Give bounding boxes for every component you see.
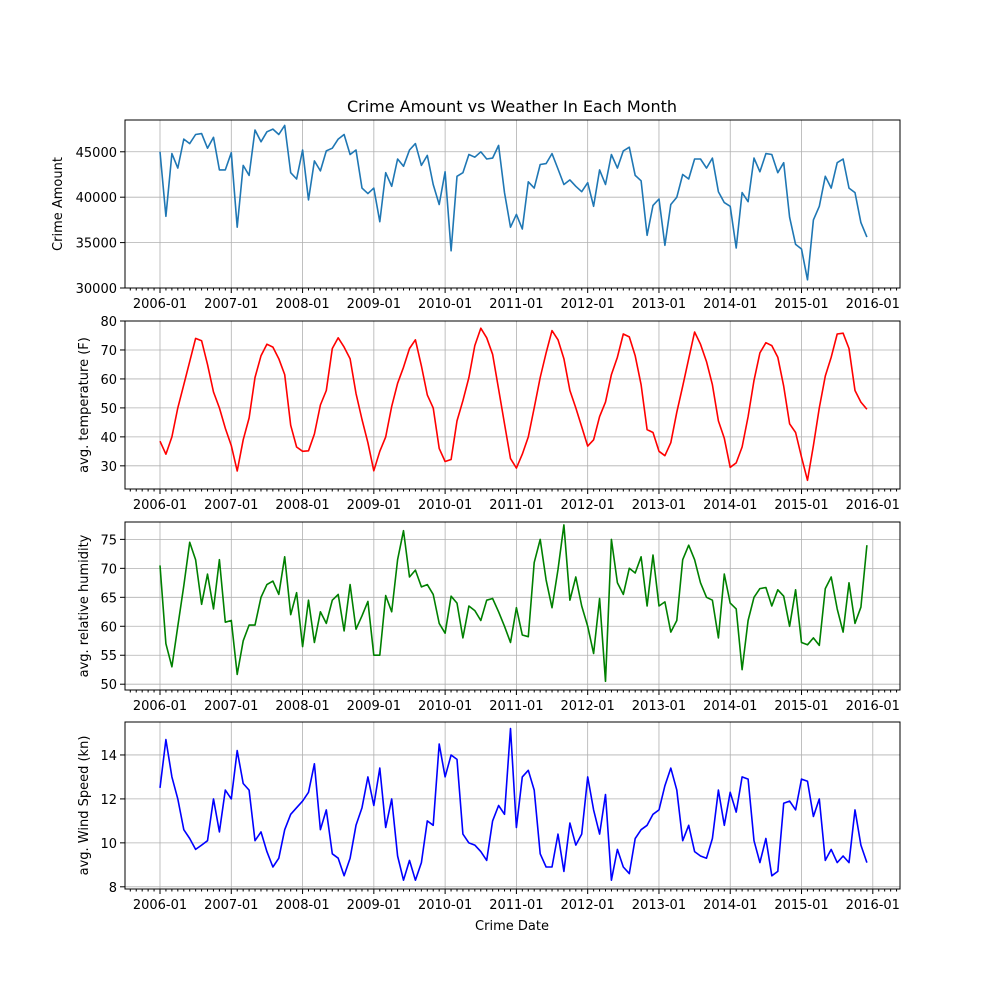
x-tick-label: 2015-01 — [774, 297, 828, 312]
x-tick-label: 2011-01 — [489, 699, 543, 714]
x-tick-label: 2009-01 — [347, 297, 401, 312]
y-tick-label: 50 — [100, 678, 117, 693]
x-tick-label: 2013-01 — [632, 498, 686, 513]
subplot-3: 2006-01 2007-01 2008-01 2009-01 2010-01 2011-… — [77, 521, 901, 714]
y-tick-label: 45000 — [76, 146, 117, 161]
x-tick-label: 2014-01 — [703, 898, 757, 913]
x-tick-label: 2011-01 — [489, 898, 543, 913]
x-tick-label: 2013-01 — [632, 297, 686, 312]
x-tick-label: 2014-01 — [703, 699, 757, 714]
y-tick-label: 40000 — [76, 191, 117, 206]
x-tick-label: 2007-01 — [204, 898, 258, 913]
x-tick-label: 2012-01 — [561, 297, 615, 312]
y-axis-label: avg. Wind Speed (kn) — [77, 736, 92, 876]
x-tick-label: 2015-01 — [774, 898, 828, 913]
figure-title: Crime Amount vs Weather In Each Month — [347, 97, 677, 116]
x-tick-label: 2006-01 — [133, 498, 187, 513]
series-line — [159, 124, 868, 281]
x-tick-label: 2009-01 — [347, 498, 401, 513]
x-tick-label: 2007-01 — [204, 699, 258, 714]
x-tick-label: 2006-01 — [133, 297, 187, 312]
y-tick-label: 14 — [100, 749, 117, 764]
x-tick-label: 2007-01 — [204, 498, 258, 513]
y-tick-label: 55 — [100, 649, 117, 664]
x-tick-label: 2011-01 — [489, 297, 543, 312]
y-tick-label: 8 — [109, 881, 117, 896]
x-tick-label: 2007-01 — [204, 297, 258, 312]
x-tick-label: 2010-01 — [418, 898, 472, 913]
series-line — [159, 327, 868, 482]
x-tick-label: 2012-01 — [561, 898, 615, 913]
x-tick-label: 2006-01 — [133, 699, 187, 714]
y-tick-label: 30 — [100, 460, 117, 475]
y-axis-label: avg. temperature (F) — [77, 337, 92, 473]
x-tick-label: 2015-01 — [774, 699, 828, 714]
x-tick-label: 2015-01 — [774, 498, 828, 513]
x-tick-label: 2012-01 — [561, 699, 615, 714]
y-axis-label: avg. relative humidity — [77, 534, 92, 677]
x-tick-label: 2014-01 — [703, 498, 757, 513]
series-line — [159, 727, 868, 882]
x-tick-label: 2010-01 — [418, 297, 472, 312]
series-line — [159, 524, 868, 683]
plot-frame — [124, 721, 901, 890]
y-tick-label: 50 — [100, 402, 117, 417]
x-axis-label: Crime Date — [475, 919, 549, 934]
plot-frame — [124, 119, 901, 289]
x-tick-label: 2011-01 — [489, 498, 543, 513]
y-tick-label: 80 — [100, 315, 117, 330]
y-tick-label: 70 — [100, 562, 117, 577]
subplot-1: 2006-01 2007-01 2008-01 2009-01 2010-01 2011-… — [51, 119, 901, 312]
y-tick-label: 35000 — [76, 237, 117, 252]
y-tick-label: 60 — [100, 373, 117, 388]
subplot-2: 2006-01 2007-01 2008-01 2009-01 2010-01 2011-… — [77, 315, 901, 513]
x-tick-label: 2006-01 — [133, 898, 187, 913]
y-tick-label: 40 — [100, 431, 117, 446]
y-tick-label: 10 — [100, 837, 117, 852]
subplots: 2006-01 2007-01 2008-01 2009-01 2010-01 2011-… — [51, 119, 901, 913]
y-axis-label: Crime Amount — [51, 157, 66, 251]
x-tick-label: 2016-01 — [846, 699, 900, 714]
x-tick-label: 2008-01 — [275, 297, 329, 312]
y-tick-label: 30000 — [76, 282, 117, 297]
plot-frame — [124, 521, 901, 691]
y-tick-label: 75 — [100, 533, 117, 548]
x-tick-label: 2016-01 — [846, 898, 900, 913]
x-tick-label: 2008-01 — [275, 898, 329, 913]
x-tick-label: 2016-01 — [846, 498, 900, 513]
x-tick-label: 2010-01 — [418, 699, 472, 714]
x-tick-label: 2016-01 — [846, 297, 900, 312]
x-tick-label: 2010-01 — [418, 498, 472, 513]
x-tick-label: 2013-01 — [632, 898, 686, 913]
x-tick-label: 2009-01 — [347, 699, 401, 714]
y-tick-label: 70 — [100, 344, 117, 359]
x-tick-label: 2014-01 — [703, 297, 757, 312]
x-tick-label: 2013-01 — [632, 699, 686, 714]
y-tick-label: 60 — [100, 620, 117, 635]
x-tick-label: 2008-01 — [275, 498, 329, 513]
x-tick-label: 2009-01 — [347, 898, 401, 913]
plot-frame — [124, 320, 901, 490]
subplot-4: 2006-01 2007-01 2008-01 2009-01 2010-01 2011-… — [77, 721, 901, 913]
y-tick-label: 12 — [100, 793, 117, 808]
x-tick-label: 2012-01 — [561, 498, 615, 513]
y-tick-label: 65 — [100, 591, 117, 606]
x-tick-label: 2008-01 — [275, 699, 329, 714]
